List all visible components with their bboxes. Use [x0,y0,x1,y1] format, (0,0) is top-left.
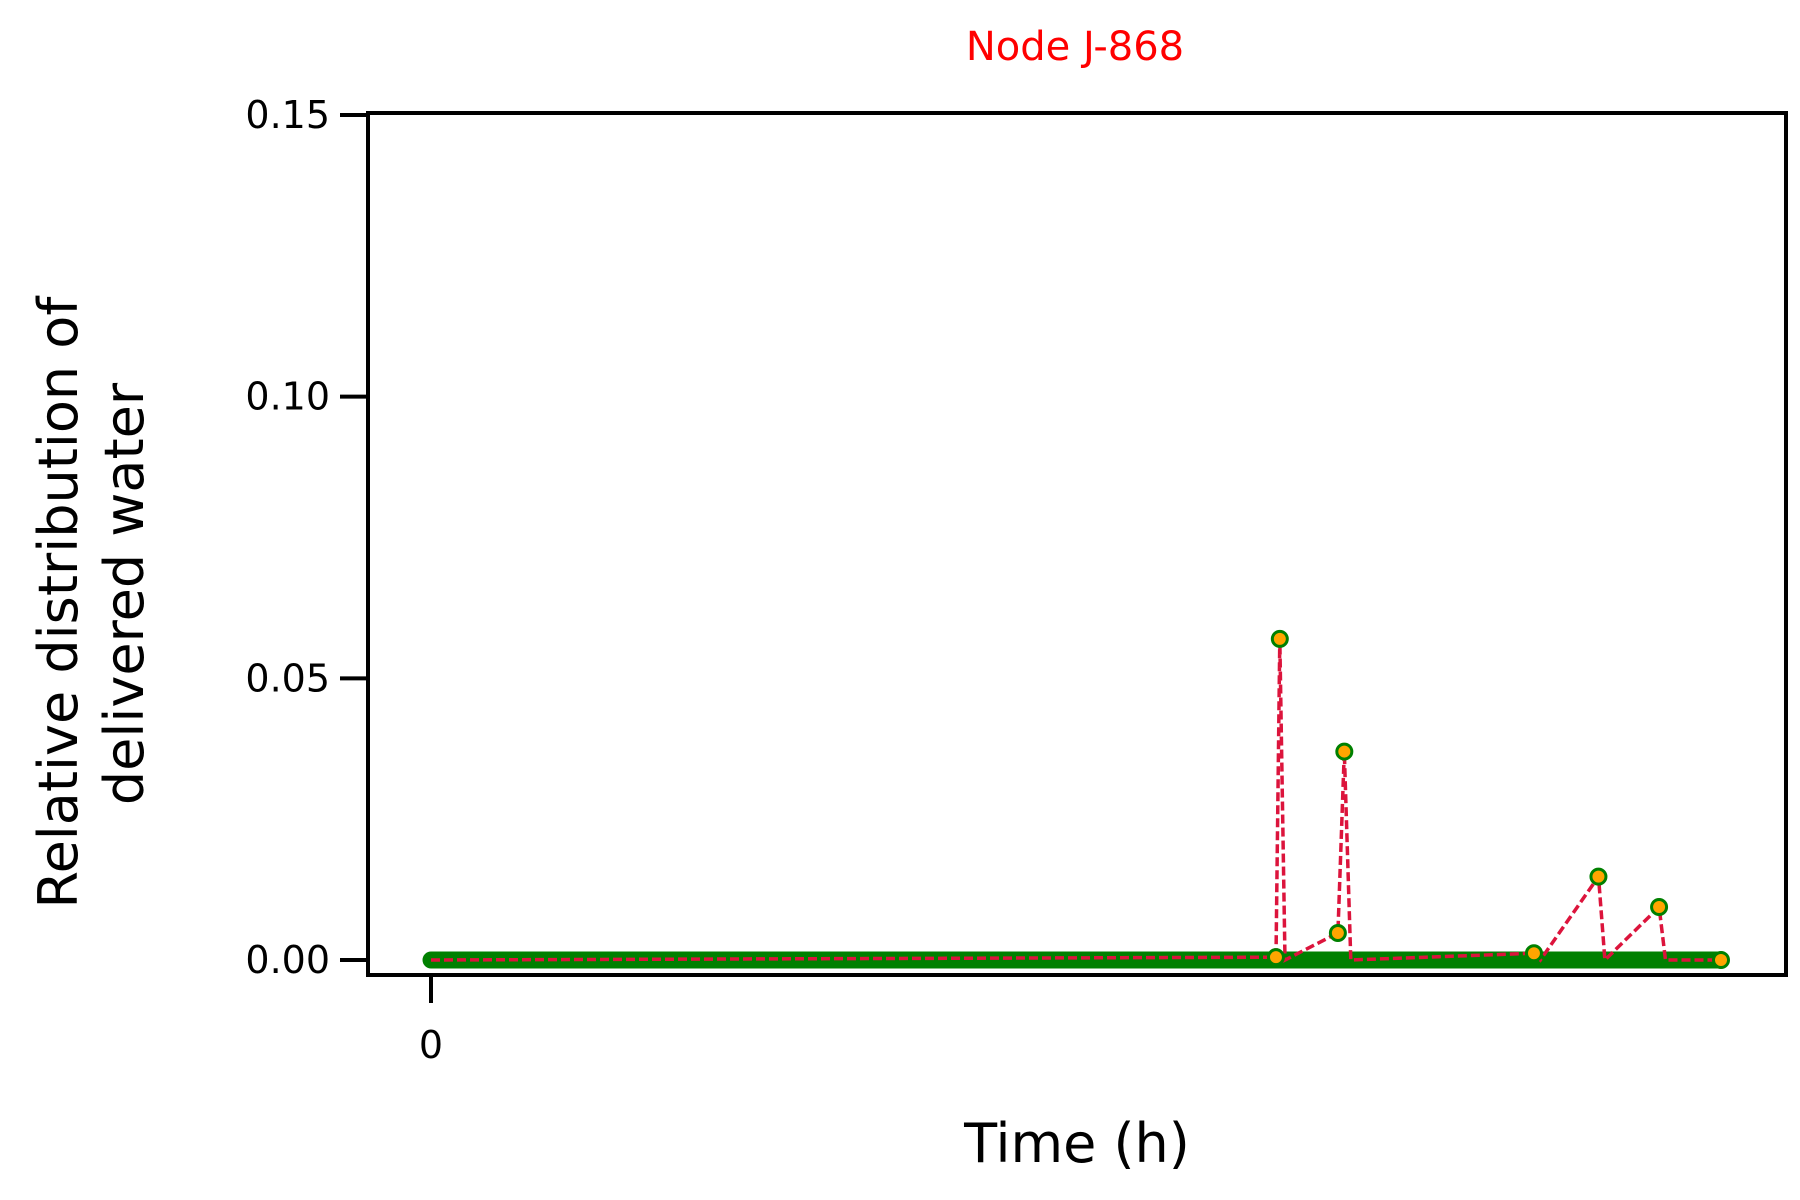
data-point [1328,923,1347,942]
data-point [1266,948,1285,967]
data-point [1712,951,1730,969]
series-line [430,638,1721,964]
y-tick-label: 0.00 [245,938,330,982]
y-axis-label-line-1: Relative distribution of [27,295,90,909]
x-tick-label: 0 [419,1023,443,1067]
y-axis-label-line-2: delivered water [93,382,156,805]
chart-title: Node J-868 [966,24,1184,70]
y-tick-label: 0.10 [245,375,330,419]
plot-area [422,629,1730,969]
axes-frame [366,111,1788,977]
x-axis: 0 [419,975,443,1067]
y-axis: 0.00 0.05 0.10 0.15 [245,93,368,982]
y-tick-label: 0.05 [245,656,330,700]
data-point [1524,944,1543,963]
data-point [1650,898,1669,917]
data-point [1335,742,1354,761]
data-point [1270,629,1289,648]
y-axis-label: Relative distribution of delivered water [27,279,156,908]
data-point [1589,867,1608,886]
y-tick-label: 0.15 [245,93,330,137]
x-axis-label: Time (h) [963,1112,1190,1175]
